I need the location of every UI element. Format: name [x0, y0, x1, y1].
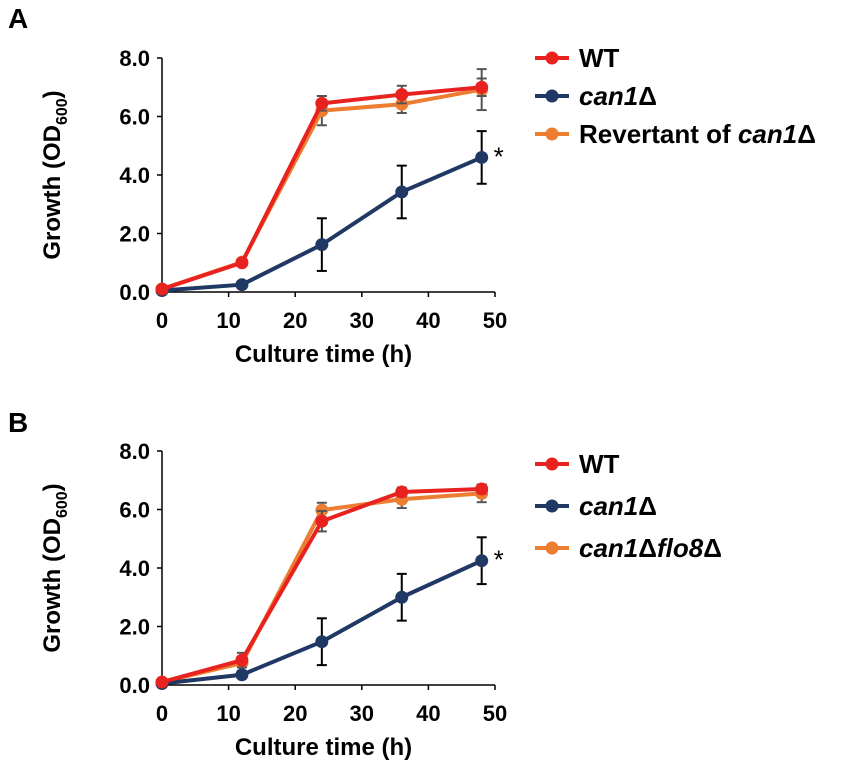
panel-letter: B	[8, 407, 28, 438]
panel-b: B 0.0 2.0 4.0 6.0 8.0 0 10 20 30 40 50 Culture time …	[8, 407, 722, 761]
data-point	[315, 238, 329, 252]
data-point	[155, 675, 169, 689]
legend-label-part: WT	[579, 43, 620, 73]
x-tick-label: 10	[216, 701, 240, 726]
data-point	[235, 653, 249, 667]
legend-marker	[545, 457, 559, 471]
x-tick-label: 50	[483, 308, 507, 333]
data-point	[235, 668, 249, 682]
legend-entry: WT	[535, 449, 620, 479]
x-tick-label: 40	[416, 701, 440, 726]
legend-entry: can1Δ	[535, 491, 657, 521]
y-tick-label: 4.0	[119, 556, 150, 581]
legend-label-part: WT	[579, 449, 620, 479]
legend-label: Revertant of can1Δ	[579, 119, 816, 149]
x-axis-label: Culture time (h)	[235, 341, 412, 368]
x-tick-label: 50	[483, 701, 507, 726]
legend-entry: Revertant of can1Δ	[535, 119, 816, 149]
x-tick-label: 30	[350, 308, 374, 333]
legend-marker	[545, 127, 559, 141]
data-point	[315, 514, 329, 528]
y-axis-label-main: Growth (OD	[39, 125, 66, 260]
x-tick-label: 20	[283, 308, 307, 333]
legend-label-part: Δ	[638, 533, 657, 563]
y-axis-label-main: Growth (OD	[39, 518, 66, 653]
y-axis-label: Growth (OD600)	[39, 90, 71, 259]
data-point	[475, 150, 489, 164]
x-axis-label: Culture time (h)	[235, 734, 412, 761]
data-point	[395, 485, 409, 499]
significance-asterisk: *	[494, 141, 504, 171]
y-tick-label: 2.0	[119, 222, 150, 247]
legend-label: WT	[579, 449, 620, 479]
x-tick-label: 40	[416, 308, 440, 333]
data-point	[395, 88, 409, 102]
x-tick-label: 0	[156, 308, 168, 333]
y-axis-label-subscript: 600	[54, 491, 71, 518]
series-can1-	[155, 536, 489, 691]
data-point	[395, 590, 409, 604]
x-tick-label: 0	[156, 701, 168, 726]
series-wt	[155, 482, 489, 689]
x-tick-label: 30	[350, 701, 374, 726]
legend-label-part: flo8	[657, 533, 704, 563]
legend-marker	[545, 541, 559, 555]
legend-label-part: can1	[579, 81, 638, 111]
legend-label-part: Revertant of	[579, 119, 738, 149]
legend-label-part: Δ	[797, 119, 816, 149]
legend-label: can1Δflo8Δ	[579, 533, 722, 563]
series-wt	[155, 77, 489, 296]
series-can1-	[155, 130, 489, 298]
panel-letter: A	[8, 3, 28, 34]
y-tick-label: 4.0	[119, 163, 150, 188]
data-point	[395, 185, 409, 199]
legend-label: can1Δ	[579, 81, 657, 111]
legend-label-part: can1	[579, 491, 638, 521]
y-tick-label: 8.0	[119, 46, 150, 71]
legend-entry: can1Δ	[535, 81, 657, 111]
y-axis-label-close: )	[39, 483, 66, 491]
legend-label: can1Δ	[579, 491, 657, 521]
legend-label-part: Δ	[703, 533, 722, 563]
x-tick-label: 20	[283, 701, 307, 726]
data-point	[235, 278, 249, 292]
legend-marker	[545, 89, 559, 103]
y-tick-label: 2.0	[119, 615, 150, 640]
y-axis-label: Growth (OD600)	[39, 483, 71, 652]
x-tick-label: 10	[216, 308, 240, 333]
y-tick-label: 0.0	[119, 673, 150, 698]
legend-label-part: can1	[579, 533, 638, 563]
data-point	[475, 80, 489, 94]
legend-entry: can1Δflo8Δ	[535, 533, 722, 563]
legend-marker	[545, 51, 559, 65]
legend-label-part: Δ	[638, 491, 657, 521]
data-point	[155, 282, 169, 296]
legend-marker	[545, 499, 559, 513]
significance-asterisk: *	[494, 545, 504, 575]
data-point	[315, 635, 329, 649]
y-axis-label-subscript: 600	[54, 98, 71, 125]
data-point	[315, 96, 329, 110]
legend-label: WT	[579, 43, 620, 73]
data-point	[235, 256, 249, 270]
data-point	[475, 482, 489, 496]
legend-label-part: can1	[738, 119, 797, 149]
y-tick-label: 6.0	[119, 105, 150, 130]
legend-label-part: Δ	[638, 81, 657, 111]
legend-entry: WT	[535, 43, 620, 73]
y-axis-label-close: )	[39, 90, 66, 98]
y-tick-label: 0.0	[119, 280, 150, 305]
panel-a: A 0.0 2.0 4.0 6.0 8.0 0 10 20 30 40 50 Culture time …	[8, 3, 816, 368]
y-tick-label: 6.0	[119, 498, 150, 523]
data-point	[475, 554, 489, 568]
y-tick-label: 8.0	[119, 439, 150, 464]
